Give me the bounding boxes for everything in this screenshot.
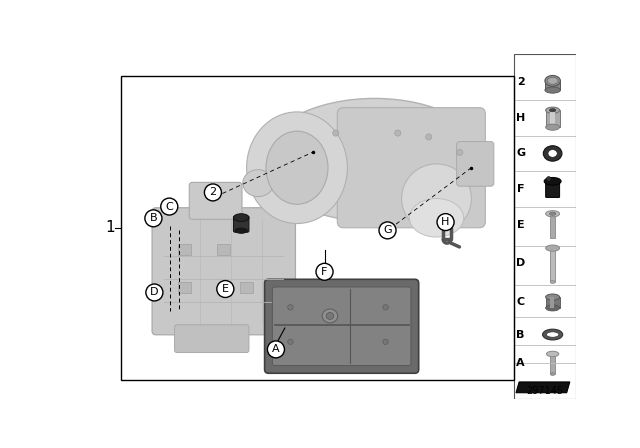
Circle shape [383,339,388,345]
Text: A: A [272,345,280,354]
Text: C: C [165,202,173,211]
FancyBboxPatch shape [457,142,494,186]
Circle shape [288,305,293,310]
FancyBboxPatch shape [264,279,419,373]
FancyBboxPatch shape [189,182,242,220]
Ellipse shape [545,87,561,93]
Bar [550,354,555,374]
Ellipse shape [234,214,249,221]
Text: 297145: 297145 [527,386,564,396]
Ellipse shape [546,294,559,300]
Circle shape [395,130,401,136]
Ellipse shape [402,164,472,233]
Ellipse shape [243,170,274,197]
Ellipse shape [246,112,348,224]
Ellipse shape [550,109,556,112]
Ellipse shape [322,309,338,323]
Text: F: F [321,267,328,277]
Bar [550,297,554,308]
FancyBboxPatch shape [273,287,411,366]
Text: G: G [516,148,525,159]
Bar [550,214,555,238]
Ellipse shape [550,212,556,215]
Ellipse shape [546,245,559,251]
Ellipse shape [546,124,559,130]
Bar [550,248,555,282]
FancyBboxPatch shape [546,181,559,198]
Ellipse shape [546,305,559,311]
Ellipse shape [543,329,563,340]
Bar [217,244,230,255]
FancyBboxPatch shape [545,81,561,90]
Text: F: F [517,184,524,194]
Ellipse shape [410,198,463,237]
FancyBboxPatch shape [337,108,485,228]
Bar [179,282,191,293]
FancyBboxPatch shape [175,325,249,353]
Circle shape [146,284,163,301]
Bar [515,54,576,399]
Text: C: C [516,297,525,307]
Bar [546,297,559,308]
Circle shape [217,280,234,297]
Bar [550,110,555,127]
FancyBboxPatch shape [152,208,296,335]
Circle shape [426,134,432,140]
Ellipse shape [266,131,328,204]
Bar [241,282,253,293]
Ellipse shape [326,312,334,319]
Ellipse shape [546,211,559,217]
Ellipse shape [548,150,557,157]
Bar [121,76,515,380]
Ellipse shape [550,280,555,284]
Polygon shape [516,382,570,393]
Text: G: G [383,225,392,235]
Circle shape [547,177,551,181]
Circle shape [333,130,339,136]
Text: H: H [516,113,525,123]
Text: B: B [150,213,157,223]
Ellipse shape [262,99,487,222]
Bar [546,110,559,127]
Circle shape [316,263,333,280]
Text: H: H [442,217,450,227]
Ellipse shape [546,107,559,113]
Text: E: E [517,220,524,229]
Circle shape [437,214,454,231]
Circle shape [268,341,284,358]
Text: A: A [516,358,525,368]
Circle shape [457,149,463,155]
Ellipse shape [547,78,558,84]
Ellipse shape [547,332,559,337]
Text: B: B [516,330,525,340]
Text: E: E [222,284,229,294]
Circle shape [161,198,178,215]
Text: 1: 1 [106,220,115,236]
Text: 2: 2 [209,187,216,198]
Ellipse shape [543,146,562,161]
Ellipse shape [550,372,555,375]
Text: 2: 2 [516,78,525,87]
Ellipse shape [544,177,561,185]
Circle shape [204,184,221,201]
FancyBboxPatch shape [234,216,249,232]
Ellipse shape [545,75,561,86]
Ellipse shape [547,351,559,357]
Circle shape [383,305,388,310]
Text: D: D [516,258,525,268]
Circle shape [145,210,162,227]
Circle shape [288,339,293,345]
Bar [179,244,191,255]
Circle shape [379,222,396,239]
Ellipse shape [235,228,248,233]
Text: D: D [150,288,159,297]
